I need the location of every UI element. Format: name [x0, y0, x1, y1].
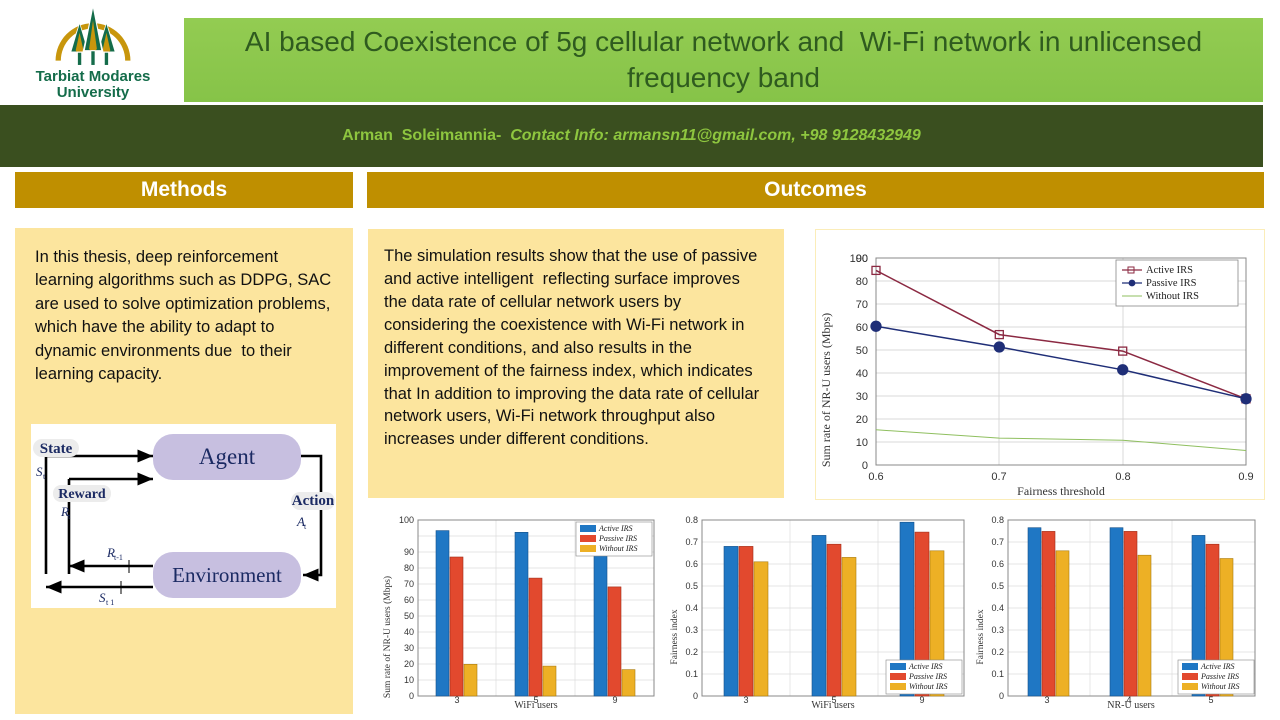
svg-text:90: 90: [404, 547, 414, 557]
svg-text:Fairness index: Fairness index: [976, 609, 986, 664]
svg-text:Without IRS: Without IRS: [1146, 291, 1199, 302]
svg-text:Fairness threshold: Fairness threshold: [1017, 484, 1105, 498]
svg-text:100: 100: [850, 253, 868, 265]
svg-text:Active IRS: Active IRS: [598, 524, 633, 533]
svg-text:t: t: [68, 512, 71, 521]
svg-text:60: 60: [856, 322, 868, 334]
svg-text:Environment: Environment: [172, 563, 282, 587]
svg-text:0.8: 0.8: [991, 515, 1004, 525]
svg-text:0.7: 0.7: [991, 471, 1006, 483]
svg-text:Fairness index: Fairness index: [670, 609, 680, 664]
svg-text:0.6: 0.6: [685, 559, 698, 569]
svg-text:Agent: Agent: [199, 444, 256, 469]
svg-text:0: 0: [409, 691, 414, 701]
svg-text:t-1: t-1: [114, 553, 123, 562]
svg-text:t 1: t 1: [106, 598, 114, 607]
svg-text:Without IRS: Without IRS: [909, 682, 947, 691]
svg-text:0.6: 0.6: [991, 559, 1004, 569]
svg-text:0.5: 0.5: [685, 581, 698, 591]
svg-text:0.8: 0.8: [685, 515, 698, 525]
svg-text:Reward: Reward: [58, 487, 106, 502]
svg-text:NR-U users: NR-U users: [1107, 700, 1155, 711]
svg-text:20: 20: [404, 659, 414, 669]
svg-text:0.5: 0.5: [991, 581, 1004, 591]
svg-text:Active IRS: Active IRS: [1200, 662, 1235, 671]
svg-text:50: 50: [856, 345, 868, 357]
svg-text:10: 10: [404, 675, 414, 685]
svg-text:0.4: 0.4: [991, 603, 1004, 613]
svg-text:9: 9: [612, 695, 617, 705]
svg-text:Active IRS: Active IRS: [908, 662, 943, 671]
svg-text:70: 70: [404, 579, 414, 589]
svg-text:30: 30: [856, 391, 868, 403]
svg-text:0.3: 0.3: [685, 625, 698, 635]
svg-text:3: 3: [743, 695, 748, 705]
svg-text:0.9: 0.9: [1238, 471, 1253, 483]
svg-text:Active IRS: Active IRS: [1146, 265, 1193, 276]
svg-text:3: 3: [454, 695, 459, 705]
svg-text:Action: Action: [292, 493, 335, 509]
svg-text:WiFi users: WiFi users: [811, 700, 854, 711]
svg-text:3: 3: [1044, 695, 1049, 705]
svg-text:Passive IRS: Passive IRS: [598, 534, 637, 543]
svg-text:9: 9: [919, 695, 924, 705]
svg-text:20: 20: [856, 414, 868, 426]
svg-text:Passive IRS: Passive IRS: [908, 672, 947, 681]
svg-text:Without IRS: Without IRS: [1201, 682, 1239, 691]
svg-text:Passive IRS: Passive IRS: [1146, 278, 1197, 289]
svg-text:WiFi users: WiFi users: [514, 700, 557, 711]
svg-text:80: 80: [856, 276, 868, 288]
svg-text:0: 0: [693, 691, 698, 701]
svg-text:Without IRS: Without IRS: [599, 544, 637, 553]
svg-text:0.6: 0.6: [868, 471, 883, 483]
svg-text:60: 60: [404, 595, 414, 605]
svg-text:80: 80: [404, 563, 414, 573]
svg-text:5: 5: [1208, 695, 1213, 705]
svg-text:0.3: 0.3: [991, 625, 1004, 635]
svg-text:0.7: 0.7: [685, 537, 698, 547]
svg-text:0: 0: [862, 460, 868, 472]
svg-text:0.8: 0.8: [1115, 471, 1130, 483]
svg-text:0: 0: [999, 691, 1004, 701]
svg-text:40: 40: [404, 627, 414, 637]
svg-text:State: State: [40, 441, 73, 457]
svg-text:S: S: [99, 590, 106, 605]
svg-text:70: 70: [856, 299, 868, 311]
svg-text:0.2: 0.2: [685, 647, 698, 657]
svg-text:0.1: 0.1: [685, 669, 698, 679]
svg-text:Sum rate of NR-U users (Mbps): Sum rate of NR-U users (Mbps): [382, 576, 393, 698]
svg-text:100: 100: [399, 515, 414, 525]
svg-text:10: 10: [856, 437, 868, 449]
svg-text:t: t: [304, 522, 307, 531]
svg-text:50: 50: [404, 611, 414, 621]
svg-text:40: 40: [856, 368, 868, 380]
svg-text:Passive IRS: Passive IRS: [1200, 672, 1239, 681]
svg-text:0.4: 0.4: [685, 603, 698, 613]
svg-text:0.1: 0.1: [991, 669, 1004, 679]
svg-text:0.2: 0.2: [991, 647, 1004, 657]
svg-text:Sum rate of NR-U users (Mbps): Sum rate of NR-U users (Mbps): [819, 313, 833, 467]
svg-text:0.7: 0.7: [991, 537, 1004, 547]
svg-text:30: 30: [404, 643, 414, 653]
svg-text:S: S: [36, 464, 43, 479]
